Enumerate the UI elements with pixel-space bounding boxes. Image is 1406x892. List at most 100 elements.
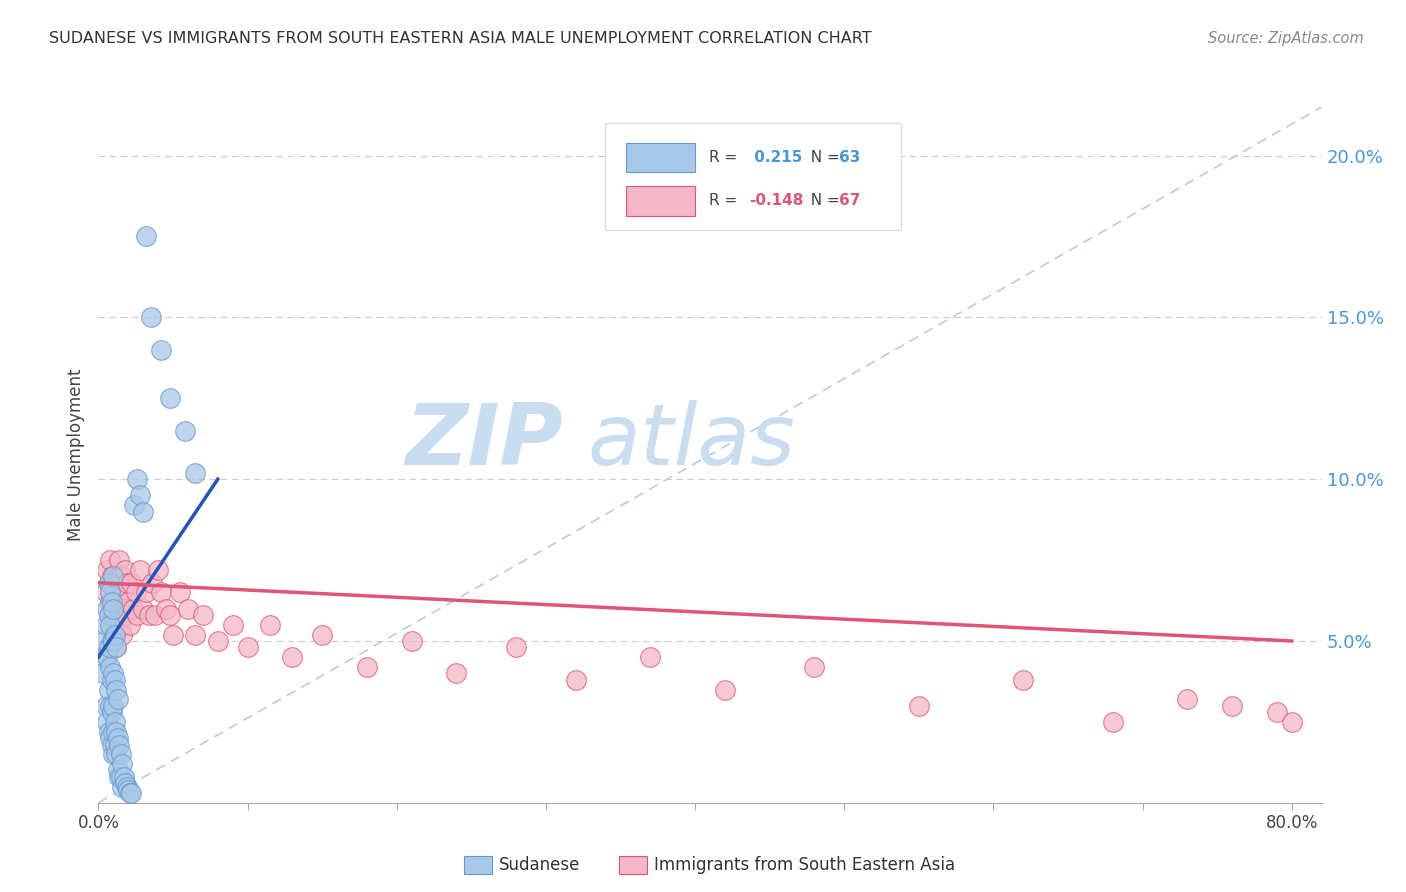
Point [803, 660, 825, 674]
Point [191, 608, 214, 623]
Point [108, 553, 131, 567]
Text: -0.148: -0.148 [749, 194, 803, 209]
Point [162, 627, 184, 641]
Point [135, 585, 157, 599]
Point [98, 595, 121, 609]
Point [714, 682, 737, 697]
Point [110, 569, 132, 583]
Point [356, 660, 378, 674]
Point [107, 731, 129, 745]
Text: Source: ZipAtlas.com: Source: ZipAtlas.com [1208, 31, 1364, 46]
Point [127, 472, 149, 486]
Point [97, 575, 120, 590]
Point [129, 488, 152, 502]
Point [1265, 705, 1288, 719]
Point [96, 563, 118, 577]
Point [125, 585, 148, 599]
Text: R =: R = [710, 150, 742, 165]
Point [129, 563, 152, 577]
Text: N =: N = [801, 150, 845, 165]
Point [105, 595, 128, 609]
Point [98, 731, 121, 745]
Point [101, 738, 124, 752]
Point [98, 660, 121, 674]
Text: N =: N = [801, 194, 845, 209]
Text: SUDANESE VS IMMIGRANTS FROM SOUTH EASTERN ASIA MALE UNEMPLOYMENT CORRELATION CHA: SUDANESE VS IMMIGRANTS FROM SOUTH EASTER… [49, 31, 872, 46]
Point [104, 673, 127, 687]
Point [221, 617, 243, 632]
Point [105, 640, 128, 655]
Point [908, 698, 931, 713]
Point [110, 747, 132, 762]
Point [94, 585, 117, 599]
Text: ZIP: ZIP [405, 400, 564, 483]
Point [115, 575, 138, 590]
Point [135, 229, 157, 244]
Point [1012, 673, 1035, 687]
Point [446, 666, 468, 681]
Point [98, 698, 121, 713]
Point [98, 585, 121, 599]
Point [91, 666, 114, 681]
Point [101, 705, 124, 719]
Point [101, 673, 124, 687]
Point [159, 608, 181, 623]
Point [141, 575, 163, 590]
Point [108, 585, 131, 599]
Text: 0.215: 0.215 [749, 150, 803, 165]
Point [207, 634, 229, 648]
Text: Immigrants from South Eastern Asia: Immigrants from South Eastern Asia [654, 856, 955, 874]
Point [103, 575, 125, 590]
Point [1220, 698, 1243, 713]
Point [236, 640, 259, 655]
Point [107, 608, 129, 623]
Point [101, 608, 124, 623]
Text: atlas: atlas [588, 400, 796, 483]
Point [1281, 714, 1303, 729]
Point [259, 617, 281, 632]
Point [112, 770, 135, 784]
Point [121, 601, 143, 615]
Point [98, 617, 121, 632]
Point [104, 627, 127, 641]
Point [169, 585, 191, 599]
Point [98, 553, 121, 567]
Point [114, 563, 136, 577]
Point [640, 650, 662, 665]
Point [97, 640, 120, 655]
Text: 0.0%: 0.0% [77, 814, 120, 832]
Point [103, 601, 125, 615]
Point [110, 770, 132, 784]
Point [104, 738, 127, 752]
Point [105, 724, 128, 739]
Point [132, 601, 155, 615]
Point [127, 608, 149, 623]
Point [174, 424, 197, 438]
Point [105, 747, 128, 762]
Point [120, 575, 142, 590]
Point [107, 569, 129, 583]
Point [110, 617, 132, 632]
Point [120, 786, 142, 800]
Point [132, 504, 155, 518]
Point [103, 634, 125, 648]
Point [96, 601, 118, 615]
Point [96, 650, 118, 665]
Point [103, 747, 125, 762]
Point [114, 776, 136, 790]
Point [118, 617, 141, 632]
Point [1177, 692, 1199, 706]
Point [281, 650, 304, 665]
Point [118, 786, 141, 800]
Point [97, 575, 120, 590]
Point [103, 698, 125, 713]
Point [150, 585, 173, 599]
Point [107, 764, 129, 778]
Point [565, 673, 588, 687]
Point [108, 738, 131, 752]
Point [184, 627, 207, 641]
Point [94, 698, 117, 713]
Point [505, 640, 527, 655]
Point [97, 682, 120, 697]
Point [101, 634, 124, 648]
